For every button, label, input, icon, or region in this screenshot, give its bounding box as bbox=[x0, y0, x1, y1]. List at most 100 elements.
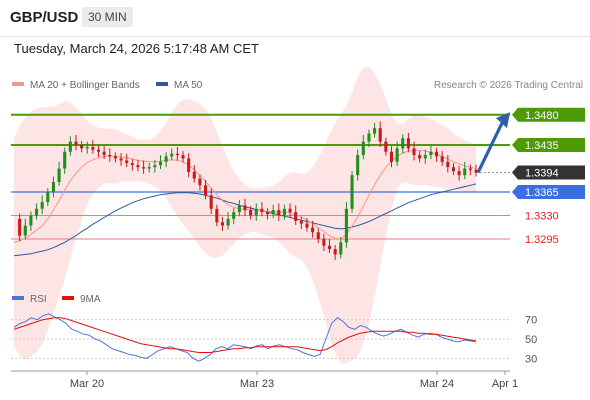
level-tag bbox=[512, 165, 585, 180]
candle-body bbox=[311, 227, 315, 233]
candle-body bbox=[350, 175, 354, 209]
candle-body bbox=[474, 169, 478, 173]
candle-body bbox=[175, 153, 179, 156]
level-text: 1.3435 bbox=[525, 140, 559, 152]
level-label-1.3480: 1.3480 bbox=[512, 107, 585, 122]
x-tick-label: Mar 24 bbox=[420, 378, 454, 390]
candle-body bbox=[294, 212, 298, 221]
candle-body bbox=[18, 218, 22, 236]
candle-body bbox=[384, 141, 388, 152]
candle-body bbox=[46, 192, 50, 203]
candle-body bbox=[361, 141, 365, 156]
currency-pair: GBP/USD bbox=[10, 9, 79, 26]
candle-body bbox=[406, 138, 410, 149]
level-label-1.3330: 1.3330 bbox=[525, 211, 559, 223]
candle-body bbox=[68, 141, 72, 152]
level-text: 1.3365 bbox=[525, 187, 559, 199]
candle-body bbox=[299, 220, 303, 224]
candle-body bbox=[265, 212, 270, 215]
candle-body bbox=[282, 208, 286, 216]
legend-rsi-swatch bbox=[12, 296, 24, 301]
candle-body bbox=[136, 165, 140, 168]
candle-body bbox=[102, 151, 106, 156]
candle-body bbox=[198, 178, 202, 186]
candle-body bbox=[91, 147, 95, 150]
legend-ma20: MA 20 + Bollinger Bands bbox=[12, 80, 140, 91]
candle-body bbox=[29, 215, 33, 226]
candle-body bbox=[23, 225, 27, 236]
rsi-level-label: 70 bbox=[525, 315, 537, 327]
legend-ma50-label: MA 50 bbox=[174, 80, 203, 91]
candle-body bbox=[237, 205, 241, 213]
level-tag bbox=[512, 107, 585, 122]
candle-body bbox=[243, 205, 247, 211]
candle-body bbox=[457, 171, 461, 176]
candle-body bbox=[333, 249, 337, 255]
level-label-1.3435: 1.3435 bbox=[512, 138, 585, 152]
candle-body bbox=[226, 218, 230, 226]
candle-body bbox=[80, 145, 84, 149]
candle-body bbox=[260, 208, 264, 213]
candle-body bbox=[158, 161, 163, 166]
candle-body bbox=[327, 245, 332, 250]
legend-ma50: MA 50 bbox=[156, 80, 202, 91]
candle-body bbox=[108, 155, 112, 157]
candle-body bbox=[85, 147, 89, 149]
candle-body bbox=[192, 171, 196, 179]
level-text: 1.3330 bbox=[525, 211, 559, 223]
level-label-1.3365: 1.3365 bbox=[512, 185, 585, 199]
rsi-9ma-line bbox=[13, 317, 477, 353]
candle-body bbox=[220, 222, 225, 226]
rsi-level-label: 50 bbox=[525, 334, 537, 346]
level-tag bbox=[512, 185, 585, 199]
forecast-arrow bbox=[476, 122, 504, 174]
candle-body bbox=[204, 185, 208, 196]
candle-body bbox=[418, 155, 422, 159]
candle-body bbox=[153, 165, 157, 168]
candle-body bbox=[322, 239, 326, 246]
candle-body bbox=[378, 128, 382, 142]
candle-body bbox=[215, 208, 219, 223]
candle-body bbox=[389, 151, 394, 162]
candle-body bbox=[451, 167, 456, 172]
candle-body bbox=[271, 210, 275, 215]
timestamp: Tuesday, March 24, 2026 5:17:48 AM CET bbox=[14, 41, 259, 56]
level-tag bbox=[512, 138, 585, 152]
candle-body bbox=[142, 167, 146, 169]
rsi-level-label: 30 bbox=[525, 353, 537, 365]
candle-body bbox=[277, 210, 281, 216]
candle-body bbox=[316, 232, 320, 239]
level-text: 1.3295 bbox=[525, 234, 559, 246]
candle-body bbox=[113, 156, 117, 159]
candle-body bbox=[130, 163, 134, 166]
legend-9ma: 9MA bbox=[62, 294, 101, 305]
candle-body bbox=[344, 208, 348, 243]
candle-body bbox=[423, 155, 427, 159]
candle-body bbox=[401, 138, 405, 149]
candle-body bbox=[446, 161, 450, 168]
candle-body bbox=[209, 195, 213, 209]
level-text: 1.3480 bbox=[525, 110, 559, 122]
candle-body bbox=[63, 151, 67, 169]
legend-9ma-swatch bbox=[62, 296, 74, 301]
x-tick-label: Mar 23 bbox=[240, 378, 274, 390]
x-tick-label: Apr 1 bbox=[492, 378, 518, 390]
candle-body bbox=[435, 151, 439, 157]
candle-body bbox=[181, 155, 185, 159]
candle-body bbox=[74, 141, 78, 145]
candle-body bbox=[254, 208, 258, 216]
candle-body bbox=[57, 168, 61, 182]
candle-body bbox=[40, 202, 44, 209]
candle-body bbox=[367, 133, 371, 142]
candle-body bbox=[249, 210, 253, 216]
candle-body bbox=[468, 168, 472, 170]
timeframe-button[interactable]: 30 MIN bbox=[82, 7, 133, 27]
candle-body bbox=[288, 208, 292, 213]
forecast-arrowhead bbox=[496, 112, 510, 129]
candle-body bbox=[412, 148, 416, 156]
legend-ma50-swatch bbox=[156, 82, 168, 87]
candle-body bbox=[232, 212, 236, 219]
x-tick-label: Mar 20 bbox=[70, 378, 104, 390]
legend-rsi: RSI bbox=[12, 294, 47, 305]
